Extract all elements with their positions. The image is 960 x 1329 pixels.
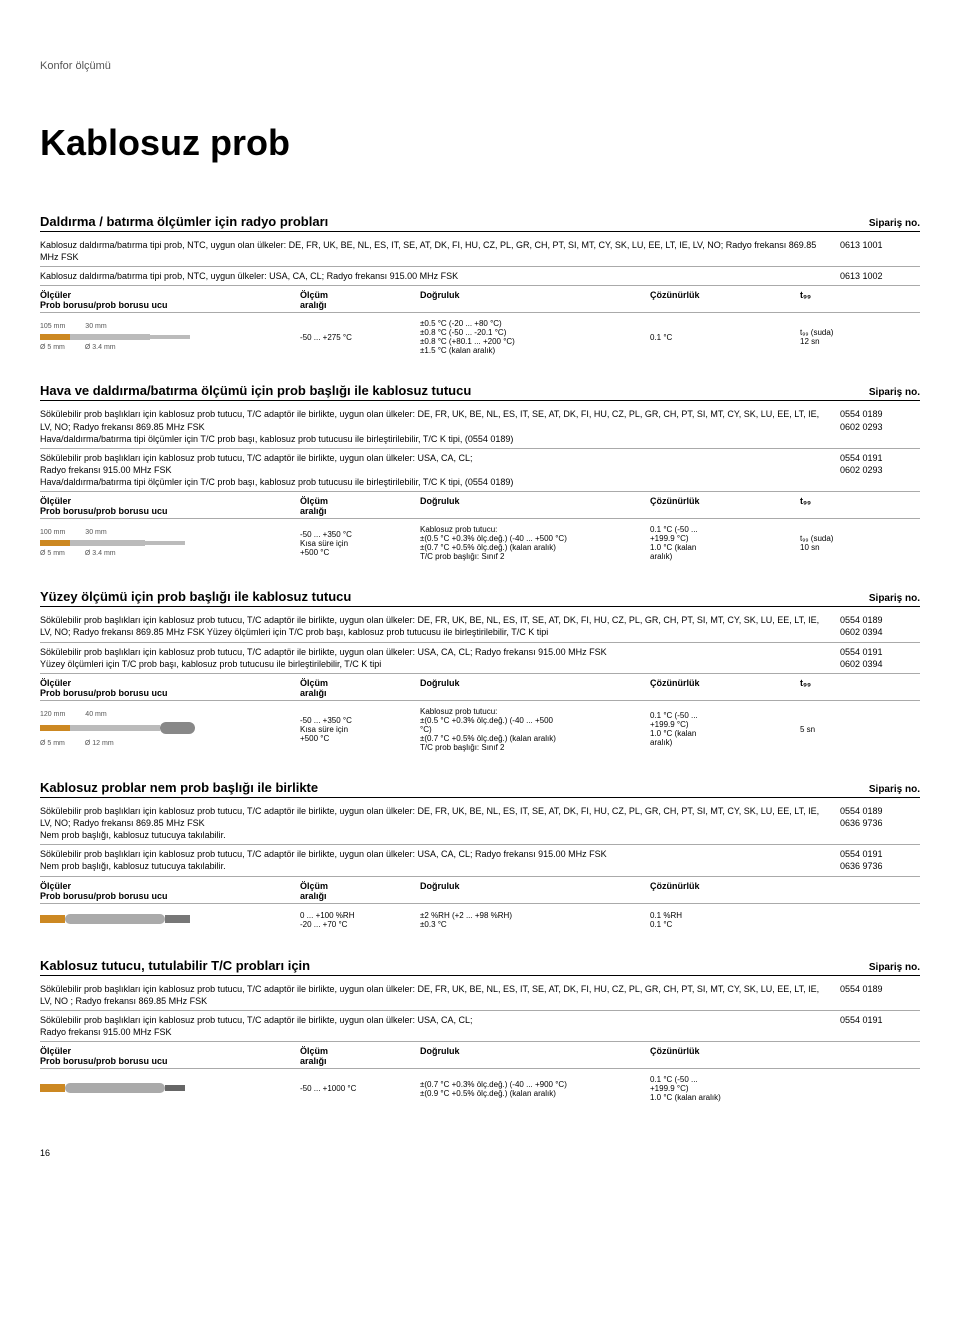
probe-svg-icon	[40, 538, 210, 548]
sec5-title: Kablosuz tutucu, tutulabilir T/C problar…	[40, 958, 310, 973]
page-title: Kablosuz prob	[40, 122, 920, 164]
spec-header: ÖlçülerProb borusu/prob borusu ucu Ölçüm…	[40, 286, 920, 313]
section-humidity: Kablosuz problar nem prob başlığı ile bi…	[40, 780, 920, 936]
sec3-spec: 120 mm40 mm Ø 5 mmØ 12 mm -50 ... +350 °…	[40, 701, 920, 758]
sec4-desc1: Sökülebilir prob başlıkları için kablosu…	[40, 802, 920, 845]
sec1-spec: 105 mm30 mm Ø 5 mmØ 3.4 mm -50 ... +275 …	[40, 313, 920, 361]
sec1-title: Daldırma / batırma ölçümler için radyo p…	[40, 214, 328, 229]
sec5-desc2: Sökülebilir prob başlıkları için kablosu…	[40, 1011, 920, 1042]
siparis-label: Sipariş no.	[869, 218, 920, 229]
section-air-immersion: Hava ve daldırma/batırma ölçümü için pro…	[40, 383, 920, 567]
breadcrumb: Konfor ölçümü	[40, 60, 920, 72]
section-tc-holder: Kablosuz tutucu, tutulabilir T/C problar…	[40, 958, 920, 1109]
sec3-desc2: Sökülebilir prob başlıkları için kablosu…	[40, 643, 920, 674]
probe-svg-icon	[40, 912, 200, 926]
sec4-spec: 0 ... +100 %RH -20 ... +70 °C ±2 %RH (+2…	[40, 904, 920, 936]
sec2-title: Hava ve daldırma/batırma ölçümü için pro…	[40, 383, 471, 398]
probe-icon: 100 mm30 mm Ø 5 mmØ 3.4 mm	[40, 529, 300, 557]
probe-svg-icon	[40, 1081, 200, 1095]
probe-icon: 105 mm30 mm Ø 5 mmØ 3.4 mm	[40, 323, 300, 351]
sec4-title: Kablosuz problar nem prob başlığı ile bi…	[40, 780, 318, 795]
section-immersion: Daldırma / batırma ölçümler için radyo p…	[40, 214, 920, 361]
page-number: 16	[40, 1148, 920, 1158]
sec1-desc2: Kablosuz daldırma/batırma tipi prob, NTC…	[40, 267, 920, 286]
sec4-desc2: Sökülebilir prob başlıkları için kablosu…	[40, 845, 920, 876]
sec3-desc1: Sökülebilir prob başlıkları için kablosu…	[40, 611, 920, 642]
sec3-title: Yüzey ölçümü için prob başlığı ile kablo…	[40, 589, 351, 604]
probe-svg-icon	[40, 332, 210, 342]
sec2-spec: 100 mm30 mm Ø 5 mmØ 3.4 mm -50 ... +350 …	[40, 519, 920, 567]
section-surface: Yüzey ölçümü için prob başlığı ile kablo…	[40, 589, 920, 758]
probe-icon: 120 mm40 mm Ø 5 mmØ 12 mm	[40, 711, 300, 747]
sec5-spec: -50 ... +1000 °C ±(0.7 °C +0.3% ölç.değ.…	[40, 1069, 920, 1108]
probe-svg-icon	[40, 720, 220, 738]
sec1-desc1: Kablosuz daldırma/batırma tipi prob, NTC…	[40, 236, 920, 267]
sec2-desc1: Sökülebilir prob başlıkları için kablosu…	[40, 405, 920, 448]
sec2-desc2: Sökülebilir prob başlıkları için kablosu…	[40, 449, 920, 492]
sec5-desc1: Sökülebilir prob başlıkları için kablosu…	[40, 980, 920, 1011]
